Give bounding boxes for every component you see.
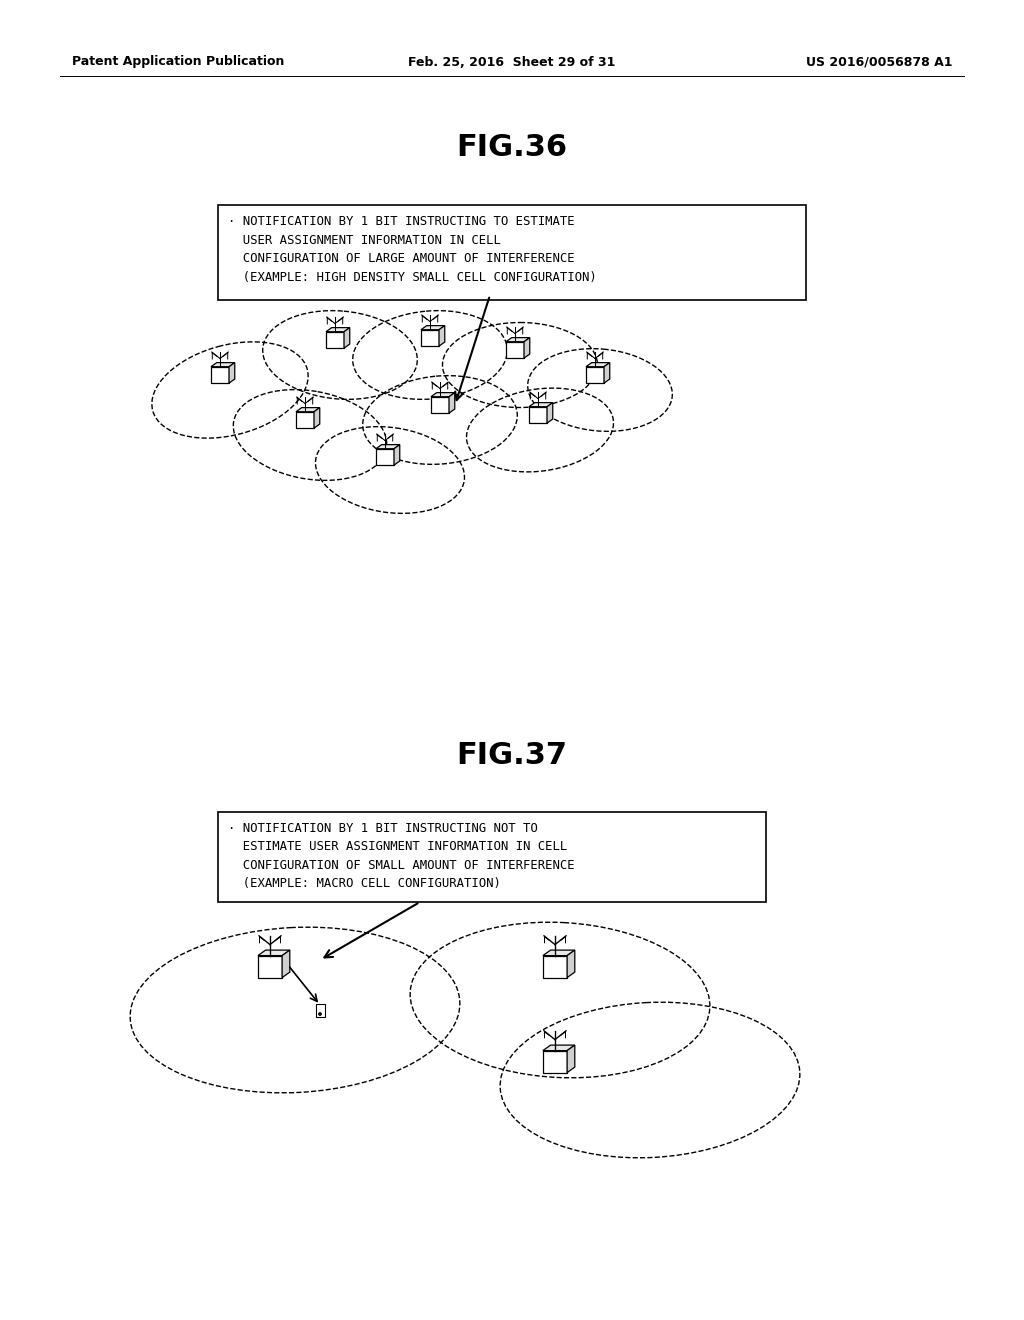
Polygon shape	[586, 363, 609, 367]
Polygon shape	[524, 338, 529, 358]
Polygon shape	[567, 1045, 574, 1073]
Polygon shape	[258, 950, 290, 956]
Polygon shape	[506, 338, 529, 342]
Polygon shape	[326, 331, 344, 348]
Polygon shape	[543, 1045, 574, 1051]
Polygon shape	[282, 950, 290, 978]
Polygon shape	[431, 392, 455, 397]
Text: Feb. 25, 2016  Sheet 29 of 31: Feb. 25, 2016 Sheet 29 of 31	[409, 55, 615, 69]
Polygon shape	[586, 367, 604, 383]
Polygon shape	[211, 363, 234, 367]
Text: · NOTIFICATION BY 1 BIT INSTRUCTING TO ESTIMATE
  USER ASSIGNMENT INFORMATION IN: · NOTIFICATION BY 1 BIT INSTRUCTING TO E…	[228, 215, 597, 284]
Polygon shape	[394, 445, 399, 465]
Text: FIG.36: FIG.36	[457, 133, 567, 162]
Polygon shape	[543, 1051, 567, 1073]
Text: Patent Application Publication: Patent Application Publication	[72, 55, 285, 69]
Circle shape	[318, 1012, 322, 1015]
Polygon shape	[506, 342, 524, 358]
Polygon shape	[376, 449, 394, 465]
Polygon shape	[421, 330, 439, 346]
Polygon shape	[567, 950, 574, 978]
Polygon shape	[211, 367, 229, 383]
Polygon shape	[604, 363, 609, 383]
Bar	[218, 812, 766, 902]
Polygon shape	[344, 327, 350, 348]
Polygon shape	[296, 412, 314, 428]
Polygon shape	[543, 956, 567, 978]
Polygon shape	[296, 408, 319, 412]
Text: US 2016/0056878 A1: US 2016/0056878 A1	[806, 55, 952, 69]
Polygon shape	[314, 408, 319, 428]
Polygon shape	[439, 326, 444, 346]
Polygon shape	[529, 407, 547, 424]
Polygon shape	[547, 403, 553, 424]
Polygon shape	[529, 403, 553, 407]
Text: FIG.37: FIG.37	[457, 741, 567, 770]
Bar	[218, 205, 806, 300]
Polygon shape	[229, 363, 234, 383]
Text: · NOTIFICATION BY 1 BIT INSTRUCTING NOT TO
  ESTIMATE USER ASSIGNMENT INFORMATIO: · NOTIFICATION BY 1 BIT INSTRUCTING NOT …	[228, 822, 574, 891]
Polygon shape	[421, 326, 444, 330]
Polygon shape	[376, 445, 399, 449]
Polygon shape	[543, 950, 574, 956]
Bar	[315, 1003, 325, 1016]
Polygon shape	[449, 392, 455, 413]
Polygon shape	[326, 327, 350, 331]
Polygon shape	[258, 956, 282, 978]
Polygon shape	[431, 397, 449, 413]
